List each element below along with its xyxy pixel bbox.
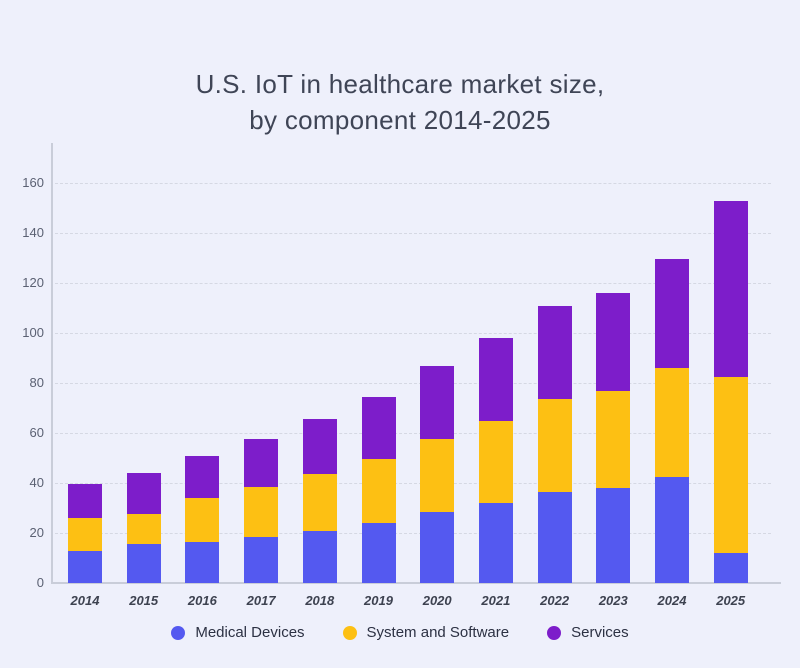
bar-segment-2015-medical-devices[interactable]: [126, 544, 161, 584]
y-gridline: [55, 483, 771, 484]
bar-segment-2022-system-and-software[interactable]: [537, 399, 572, 492]
x-tick-label: 2021: [481, 593, 511, 608]
legend-swatch-icon: [547, 625, 562, 640]
bar-segment-2022-services[interactable]: [537, 305, 572, 400]
x-tick-label: 2020: [422, 593, 452, 608]
legend-swatch-icon: [342, 625, 357, 640]
y-gridline: [55, 383, 771, 384]
bar-segment-2023-medical-devices[interactable]: [596, 488, 631, 583]
x-tick-label: 2015: [129, 593, 159, 608]
bar-segment-2024-medical-devices[interactable]: [655, 476, 689, 584]
bar-segment-2016-services[interactable]: [185, 455, 220, 498]
bar-segment-2024-system-and-software[interactable]: [655, 368, 689, 477]
legend-item-medical-devices[interactable]: Medical Devices: [171, 624, 305, 641]
y-tick-label: 20: [29, 525, 44, 540]
x-tick-label: 2017: [246, 593, 276, 608]
bar-segment-2025-system-and-software[interactable]: [713, 376, 748, 554]
y-tick-label: 0: [36, 575, 44, 590]
bar-segment-2019-medical-devices[interactable]: [361, 523, 396, 583]
bar-segment-2023-system-and-software[interactable]: [596, 390, 631, 488]
y-tick-label: 140: [22, 225, 44, 240]
legend-label: Services: [571, 624, 629, 641]
bar-segment-2021-medical-devices[interactable]: [478, 503, 513, 583]
y-gridline: [55, 433, 771, 434]
y-tick-label: 160: [22, 175, 44, 190]
x-axis-line: [51, 582, 781, 584]
legend-label: System and Software: [366, 624, 510, 641]
bar-segment-2025-medical-devices[interactable]: [713, 553, 748, 583]
x-tick-label: 2016: [187, 593, 217, 608]
page-title-line2: by component 2014-2025: [249, 105, 551, 135]
bar-segment-2014-system-and-software[interactable]: [68, 518, 102, 551]
bar-segment-2021-system-and-software[interactable]: [478, 420, 513, 503]
y-gridline: [55, 183, 771, 184]
bar-segment-2023-services[interactable]: [596, 293, 631, 391]
y-tick-label: 80: [29, 375, 44, 390]
legend-swatch-icon: [171, 625, 186, 640]
bar-segment-2020-medical-devices[interactable]: [420, 511, 455, 584]
y-gridline: [55, 283, 771, 284]
legend-item-system-and-software[interactable]: System and Software: [342, 624, 510, 641]
x-tick-label: 2024: [657, 593, 687, 608]
bar-segment-2017-services[interactable]: [244, 439, 279, 487]
x-tick-label: 2018: [305, 593, 335, 608]
page-title: U.S. IoT in healthcare market size, by co…: [0, 66, 800, 138]
legend-label: Medical Devices: [195, 624, 305, 641]
y-tick-label: 120: [22, 275, 44, 290]
bar-segment-2020-system-and-software[interactable]: [420, 439, 455, 512]
x-tick-label: 2014: [70, 593, 100, 608]
y-axis-line: [51, 143, 53, 584]
x-tick-label: 2025: [716, 593, 746, 608]
bar-segment-2014-medical-devices[interactable]: [68, 550, 102, 583]
y-gridline: [55, 333, 771, 334]
bar-segment-2020-services[interactable]: [420, 365, 455, 440]
bar-segment-2016-system-and-software[interactable]: [185, 498, 220, 542]
legend-item-services[interactable]: Services: [547, 624, 629, 641]
y-tick-label: 100: [22, 325, 44, 340]
bar-segment-2018-services[interactable]: [302, 419, 337, 475]
y-tick-label: 40: [29, 475, 44, 490]
bar-segment-2024-services[interactable]: [655, 259, 689, 369]
page-title-line1: U.S. IoT in healthcare market size,: [195, 69, 605, 99]
bar-segment-2019-services[interactable]: [361, 396, 396, 460]
x-tick-label: 2023: [598, 593, 628, 608]
bar-segment-2019-system-and-software[interactable]: [361, 459, 396, 524]
bar-segment-2015-services[interactable]: [126, 473, 161, 515]
y-gridline: [55, 533, 771, 534]
bar-segment-2025-services[interactable]: [713, 200, 748, 377]
legend: Medical Devices System and Software Servic…: [0, 624, 800, 641]
bar-segment-2021-services[interactable]: [478, 338, 513, 421]
y-tick-label: 60: [29, 425, 44, 440]
bar-segment-2014-services[interactable]: [68, 484, 102, 519]
bar-segment-2017-system-and-software[interactable]: [244, 486, 279, 537]
x-tick-label: 2022: [540, 593, 570, 608]
bar-segment-2015-system-and-software[interactable]: [126, 514, 161, 545]
bar-segment-2018-system-and-software[interactable]: [302, 474, 337, 531]
bar-segment-2017-medical-devices[interactable]: [244, 536, 279, 584]
x-tick-label: 2019: [364, 593, 393, 608]
bar-segment-2018-medical-devices[interactable]: [302, 530, 337, 583]
y-gridline: [55, 233, 771, 234]
bar-segment-2016-medical-devices[interactable]: [185, 541, 220, 584]
bar-segment-2022-medical-devices[interactable]: [537, 491, 572, 584]
